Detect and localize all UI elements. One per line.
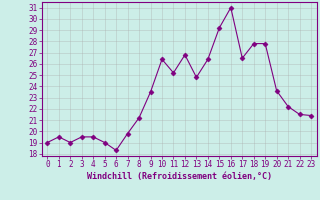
X-axis label: Windchill (Refroidissement éolien,°C): Windchill (Refroidissement éolien,°C)	[87, 172, 272, 181]
